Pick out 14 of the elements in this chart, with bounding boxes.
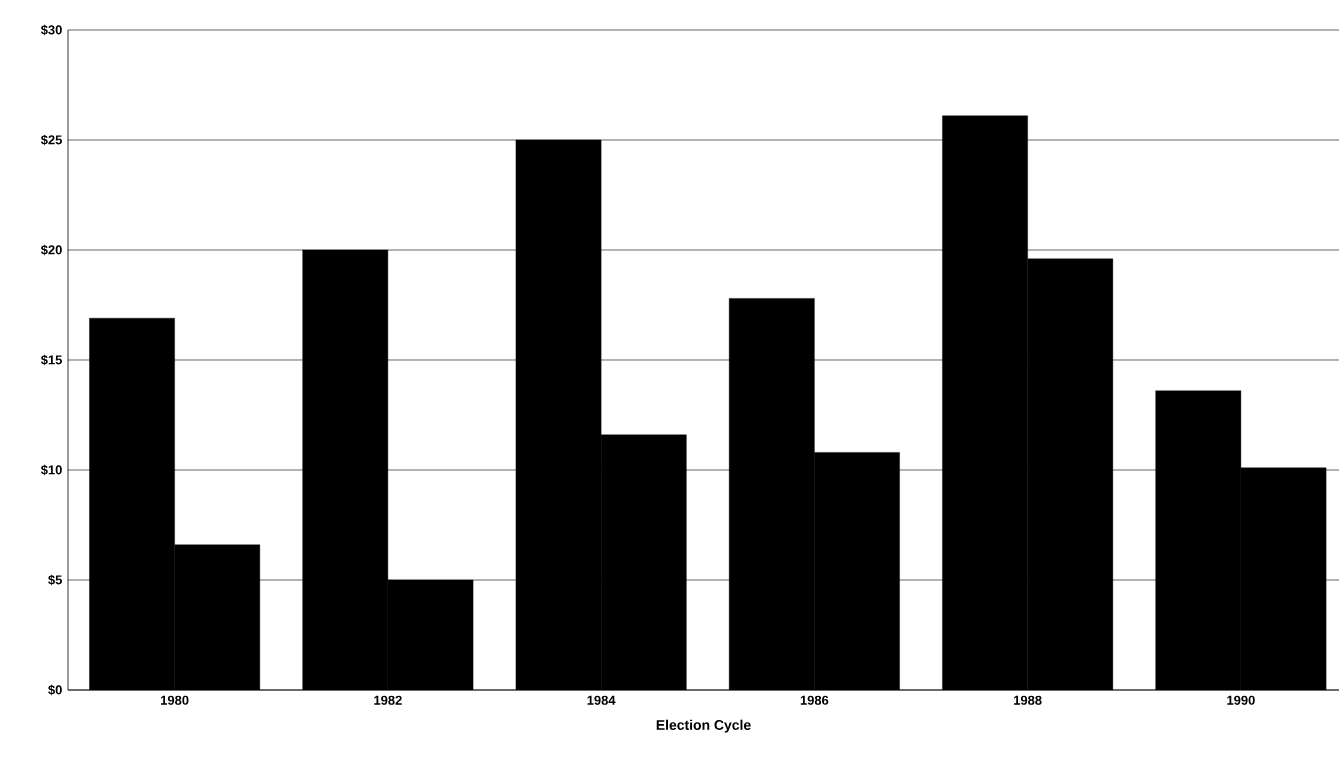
- y-tick-label: $0: [48, 684, 62, 696]
- x-tick-label: 1986: [800, 695, 829, 705]
- y-tick-label: $15: [40, 354, 62, 366]
- y-tick-label: $20: [40, 244, 62, 256]
- y-tick-label: $5: [48, 574, 62, 586]
- y-tick-label: $30: [40, 24, 62, 36]
- x-tick-label: 1984: [587, 695, 616, 705]
- x-tick-label: 1982: [374, 695, 402, 705]
- x-tick-label: 1980: [161, 695, 189, 705]
- y-tick-label: $25: [40, 134, 62, 146]
- x-tick-label: 1988: [1014, 695, 1042, 705]
- y-tick-label: $10: [40, 464, 62, 476]
- x-tick-label: 1990: [1227, 695, 1255, 705]
- x-axis-title: Election Cycle: [656, 719, 751, 733]
